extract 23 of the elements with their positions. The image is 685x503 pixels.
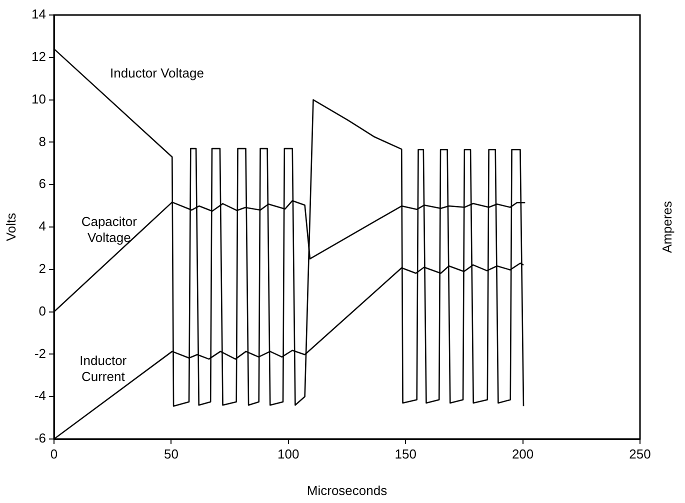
x-tick-label: 0 — [50, 446, 58, 462]
y-tick-label: 10 — [32, 91, 46, 106]
y-tick-label: 0 — [38, 303, 46, 318]
y-tick-label: 8 — [38, 134, 46, 149]
x-tick-label: 150 — [394, 446, 416, 462]
x-tick-label: 50 — [164, 446, 178, 462]
y-tick-label: -4 — [34, 388, 46, 404]
x-tick-label: 200 — [512, 446, 534, 462]
y-tick-label: 6 — [38, 176, 46, 192]
series-label: Capacitor Voltage — [81, 214, 138, 245]
series-label: Inductor Current — [80, 353, 128, 384]
y-tick-label: -6 — [34, 430, 46, 446]
y2-axis-title: Amperes — [660, 200, 675, 254]
y-tick-label: 4 — [38, 218, 46, 234]
x-axis-title: Microseconds — [306, 482, 388, 498]
x-tick-label: 250 — [629, 446, 651, 462]
y-tick-label: 14 — [32, 6, 46, 22]
series-label: Inductor Voltage — [110, 66, 204, 80]
y-tick-label: 2 — [38, 260, 46, 276]
y-axis-title: Volts — [3, 212, 18, 242]
y-tick-label: -2 — [34, 346, 46, 361]
y-tick-label: 12 — [32, 48, 46, 64]
x-tick-label: 100 — [278, 446, 300, 462]
